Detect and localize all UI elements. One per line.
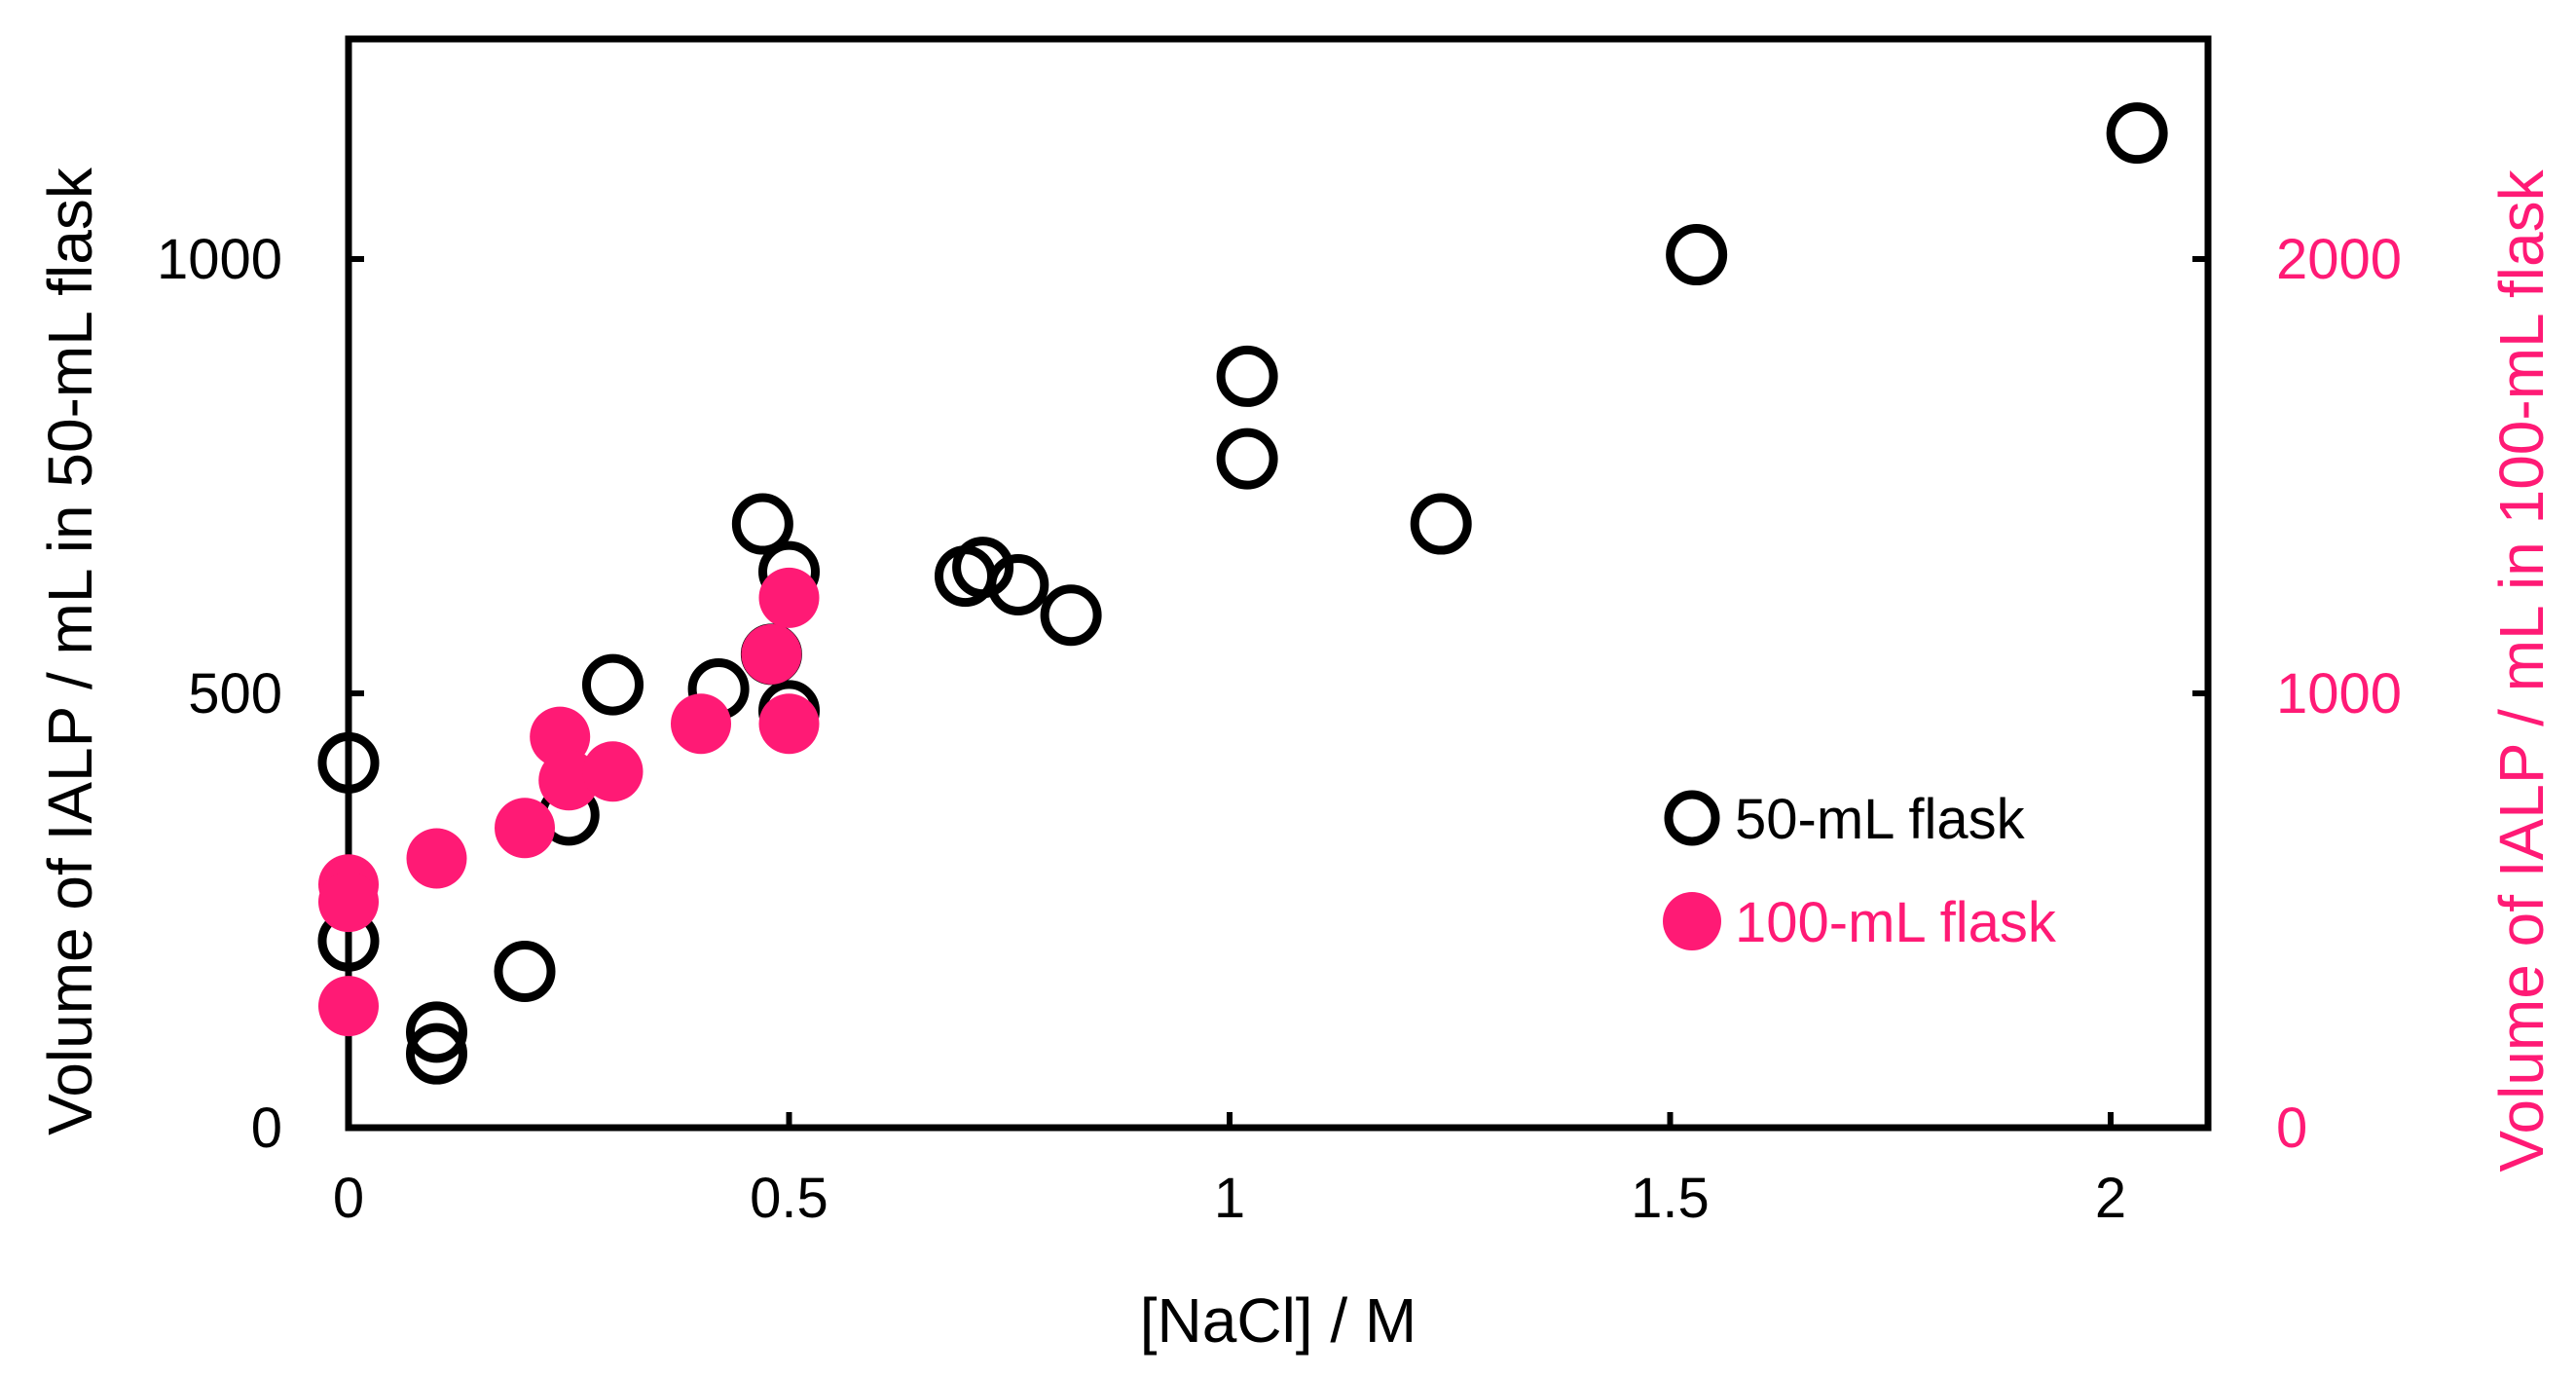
data-point-50ml xyxy=(987,554,1049,615)
legend-label-100ml: 100-mL flask xyxy=(1735,891,2057,954)
data-point-100ml xyxy=(741,623,802,685)
x-tick-label: 0.5 xyxy=(750,1167,828,1230)
data-point-50ml xyxy=(952,537,1014,599)
y2-tick-label: 1000 xyxy=(2276,662,2402,725)
data-point-100ml xyxy=(758,567,820,628)
data-point-100ml xyxy=(758,693,820,755)
data-point-50ml xyxy=(2106,102,2168,165)
y2-tick-label: 2000 xyxy=(2276,228,2402,291)
data-point-50ml xyxy=(494,940,556,1002)
y-tick-label: 500 xyxy=(188,662,282,725)
legend-marker-50ml xyxy=(1664,790,1720,846)
y-axis-title: Volume of IALP / mL in 50-mL flask xyxy=(35,167,105,1135)
data-point-50ml xyxy=(406,1023,467,1085)
data-point-50ml xyxy=(1410,493,1472,555)
y2-axis-title: Volume of IALP / mL in 100-mL flask xyxy=(2486,168,2557,1171)
y-tick-label: 0 xyxy=(251,1097,282,1160)
data-point-50ml xyxy=(1040,584,1102,647)
y-tick-label: 1000 xyxy=(157,228,282,291)
x-tick-label: 0 xyxy=(333,1167,364,1230)
y2-tick-label: 0 xyxy=(2276,1097,2307,1160)
data-point-50ml xyxy=(317,731,380,794)
data-point-100ml xyxy=(495,798,555,859)
data-point-100ml xyxy=(406,828,467,889)
data-point-50ml xyxy=(1666,224,1728,286)
x-axis-title: [NaCl] / M xyxy=(1140,1285,1417,1356)
x-tick-label: 2 xyxy=(2095,1167,2126,1230)
data-point-100ml xyxy=(318,872,379,933)
legend-marker-100ml xyxy=(1663,892,1721,950)
plot-frame xyxy=(345,35,2212,1132)
data-point-100ml xyxy=(671,693,731,755)
x-tick-label: 1.5 xyxy=(1631,1167,1710,1230)
data-point-50ml xyxy=(582,653,644,716)
data-point-50ml xyxy=(731,493,793,555)
data-point-100ml xyxy=(582,741,644,802)
x-tick-label: 1 xyxy=(1214,1167,1245,1230)
data-point-50ml xyxy=(1216,345,1278,407)
legend: 50-mL flask 100-mL flask xyxy=(1663,788,2057,954)
data-point-100ml xyxy=(318,976,379,1037)
legend-label-50ml: 50-mL flask xyxy=(1735,788,2026,851)
data-point-50ml xyxy=(406,1001,467,1063)
data-point-50ml xyxy=(1216,428,1278,490)
